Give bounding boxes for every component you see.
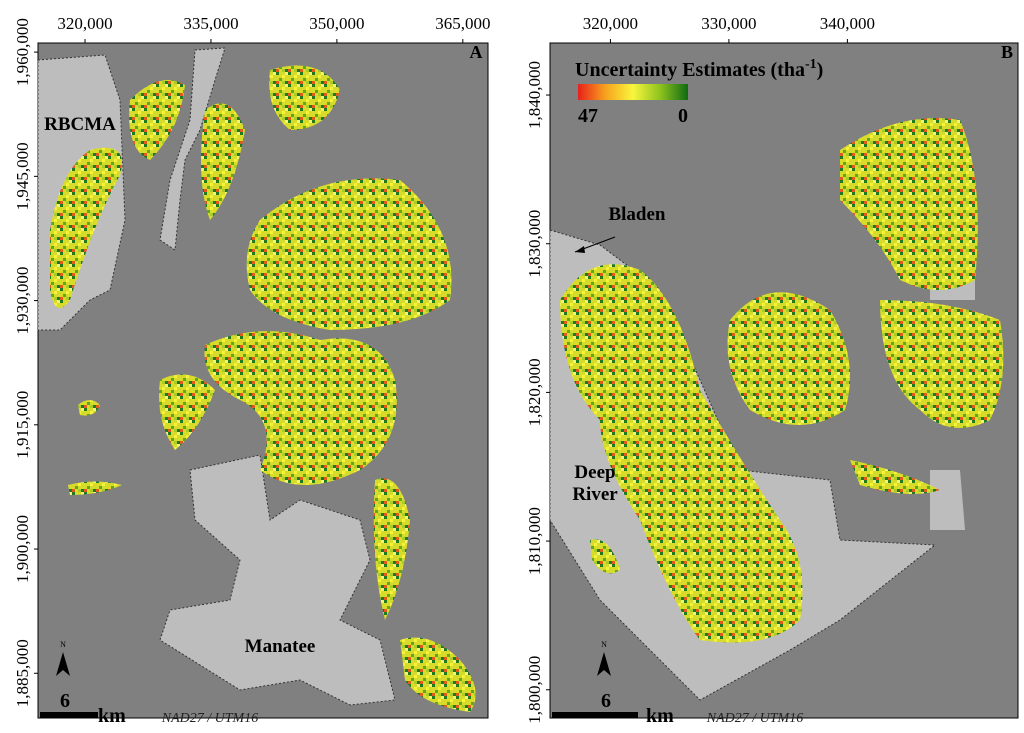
place-label: Deep River (572, 462, 618, 505)
estimate-patch (590, 539, 620, 574)
place-label: RBCMA (44, 114, 116, 135)
projection: NAD27 / UTM16 (161, 711, 258, 726)
y-tick-label: 1,885,000 (13, 639, 32, 707)
y-tick-label: 1,810,000 (525, 507, 544, 575)
x-tick-label: 365,000 (435, 14, 490, 33)
y-tick-label: 1,830,000 (525, 210, 544, 278)
scale-unit: km (646, 705, 674, 727)
x-tick-label: 320,000 (57, 14, 112, 33)
x-tick-label: 320,000 (583, 14, 638, 33)
panel-letter: A (470, 42, 483, 62)
legend-high: 47 (578, 105, 598, 127)
y-tick-label: 1,915,000 (13, 391, 32, 459)
x-tick-label: 340,000 (820, 14, 875, 33)
legend-title-part: ) (817, 59, 824, 81)
estimate-patch (727, 292, 850, 425)
estimate-patch (159, 374, 215, 450)
estimate-patch (204, 331, 397, 485)
scale-number: 6 (601, 690, 611, 712)
estimate-patch (50, 147, 122, 308)
y-tick-label: 1,820,000 (525, 358, 544, 426)
y-tick-label: 1,960,000 (13, 18, 32, 86)
legend-gradient (578, 84, 688, 100)
projection: NAD27 / UTM16 (706, 711, 803, 726)
estimate-patch (560, 264, 803, 643)
legend-low: 0 (678, 105, 688, 127)
north-label: N (60, 640, 66, 649)
scale-bar (552, 712, 638, 718)
protected-area (159, 47, 226, 251)
scale-unit: km (98, 705, 126, 727)
estimate-patch (880, 300, 1004, 428)
estimate-patch (129, 80, 185, 160)
y-tick-label: 1,800,000 (525, 656, 544, 724)
north-arrow (56, 652, 70, 676)
y-tick-label: 1,900,000 (13, 515, 32, 583)
estimate-patch (840, 118, 978, 290)
north-arrow (597, 652, 611, 676)
arrow-head (575, 246, 585, 253)
panel-letter: B (1001, 42, 1013, 62)
estimate-patch (850, 460, 940, 494)
y-tick-label: 1,930,000 (13, 267, 32, 335)
panel-b (549, 42, 1019, 719)
x-tick-label: 350,000 (309, 14, 364, 33)
estimate-patch (78, 400, 100, 416)
place-label: Manatee (245, 636, 316, 657)
scale-number: 6 (60, 690, 70, 712)
scale-bar (40, 712, 98, 718)
estimate-patch (201, 103, 245, 220)
estimate-patch (68, 481, 122, 495)
legend-title-part: Uncertainty Estimates (tha (575, 59, 805, 81)
estimate-patch (373, 478, 410, 620)
place-label: Bladen (608, 204, 665, 225)
estimate-patch (269, 65, 340, 130)
x-tick-label: 335,000 (183, 14, 238, 33)
protected-area (930, 470, 965, 530)
x-tick-label: 330,000 (701, 14, 756, 33)
legend-title: Uncertainty Estimates (tha-1) (575, 57, 823, 81)
panel-a (37, 42, 489, 719)
legend-title-part: -1 (805, 57, 817, 72)
y-tick-label: 1,945,000 (13, 142, 32, 210)
y-tick-label: 1,840,000 (525, 61, 544, 129)
estimate-patch (246, 178, 452, 330)
protected-area (159, 454, 396, 706)
north-label: N (601, 640, 607, 649)
estimate-patch (400, 637, 476, 712)
